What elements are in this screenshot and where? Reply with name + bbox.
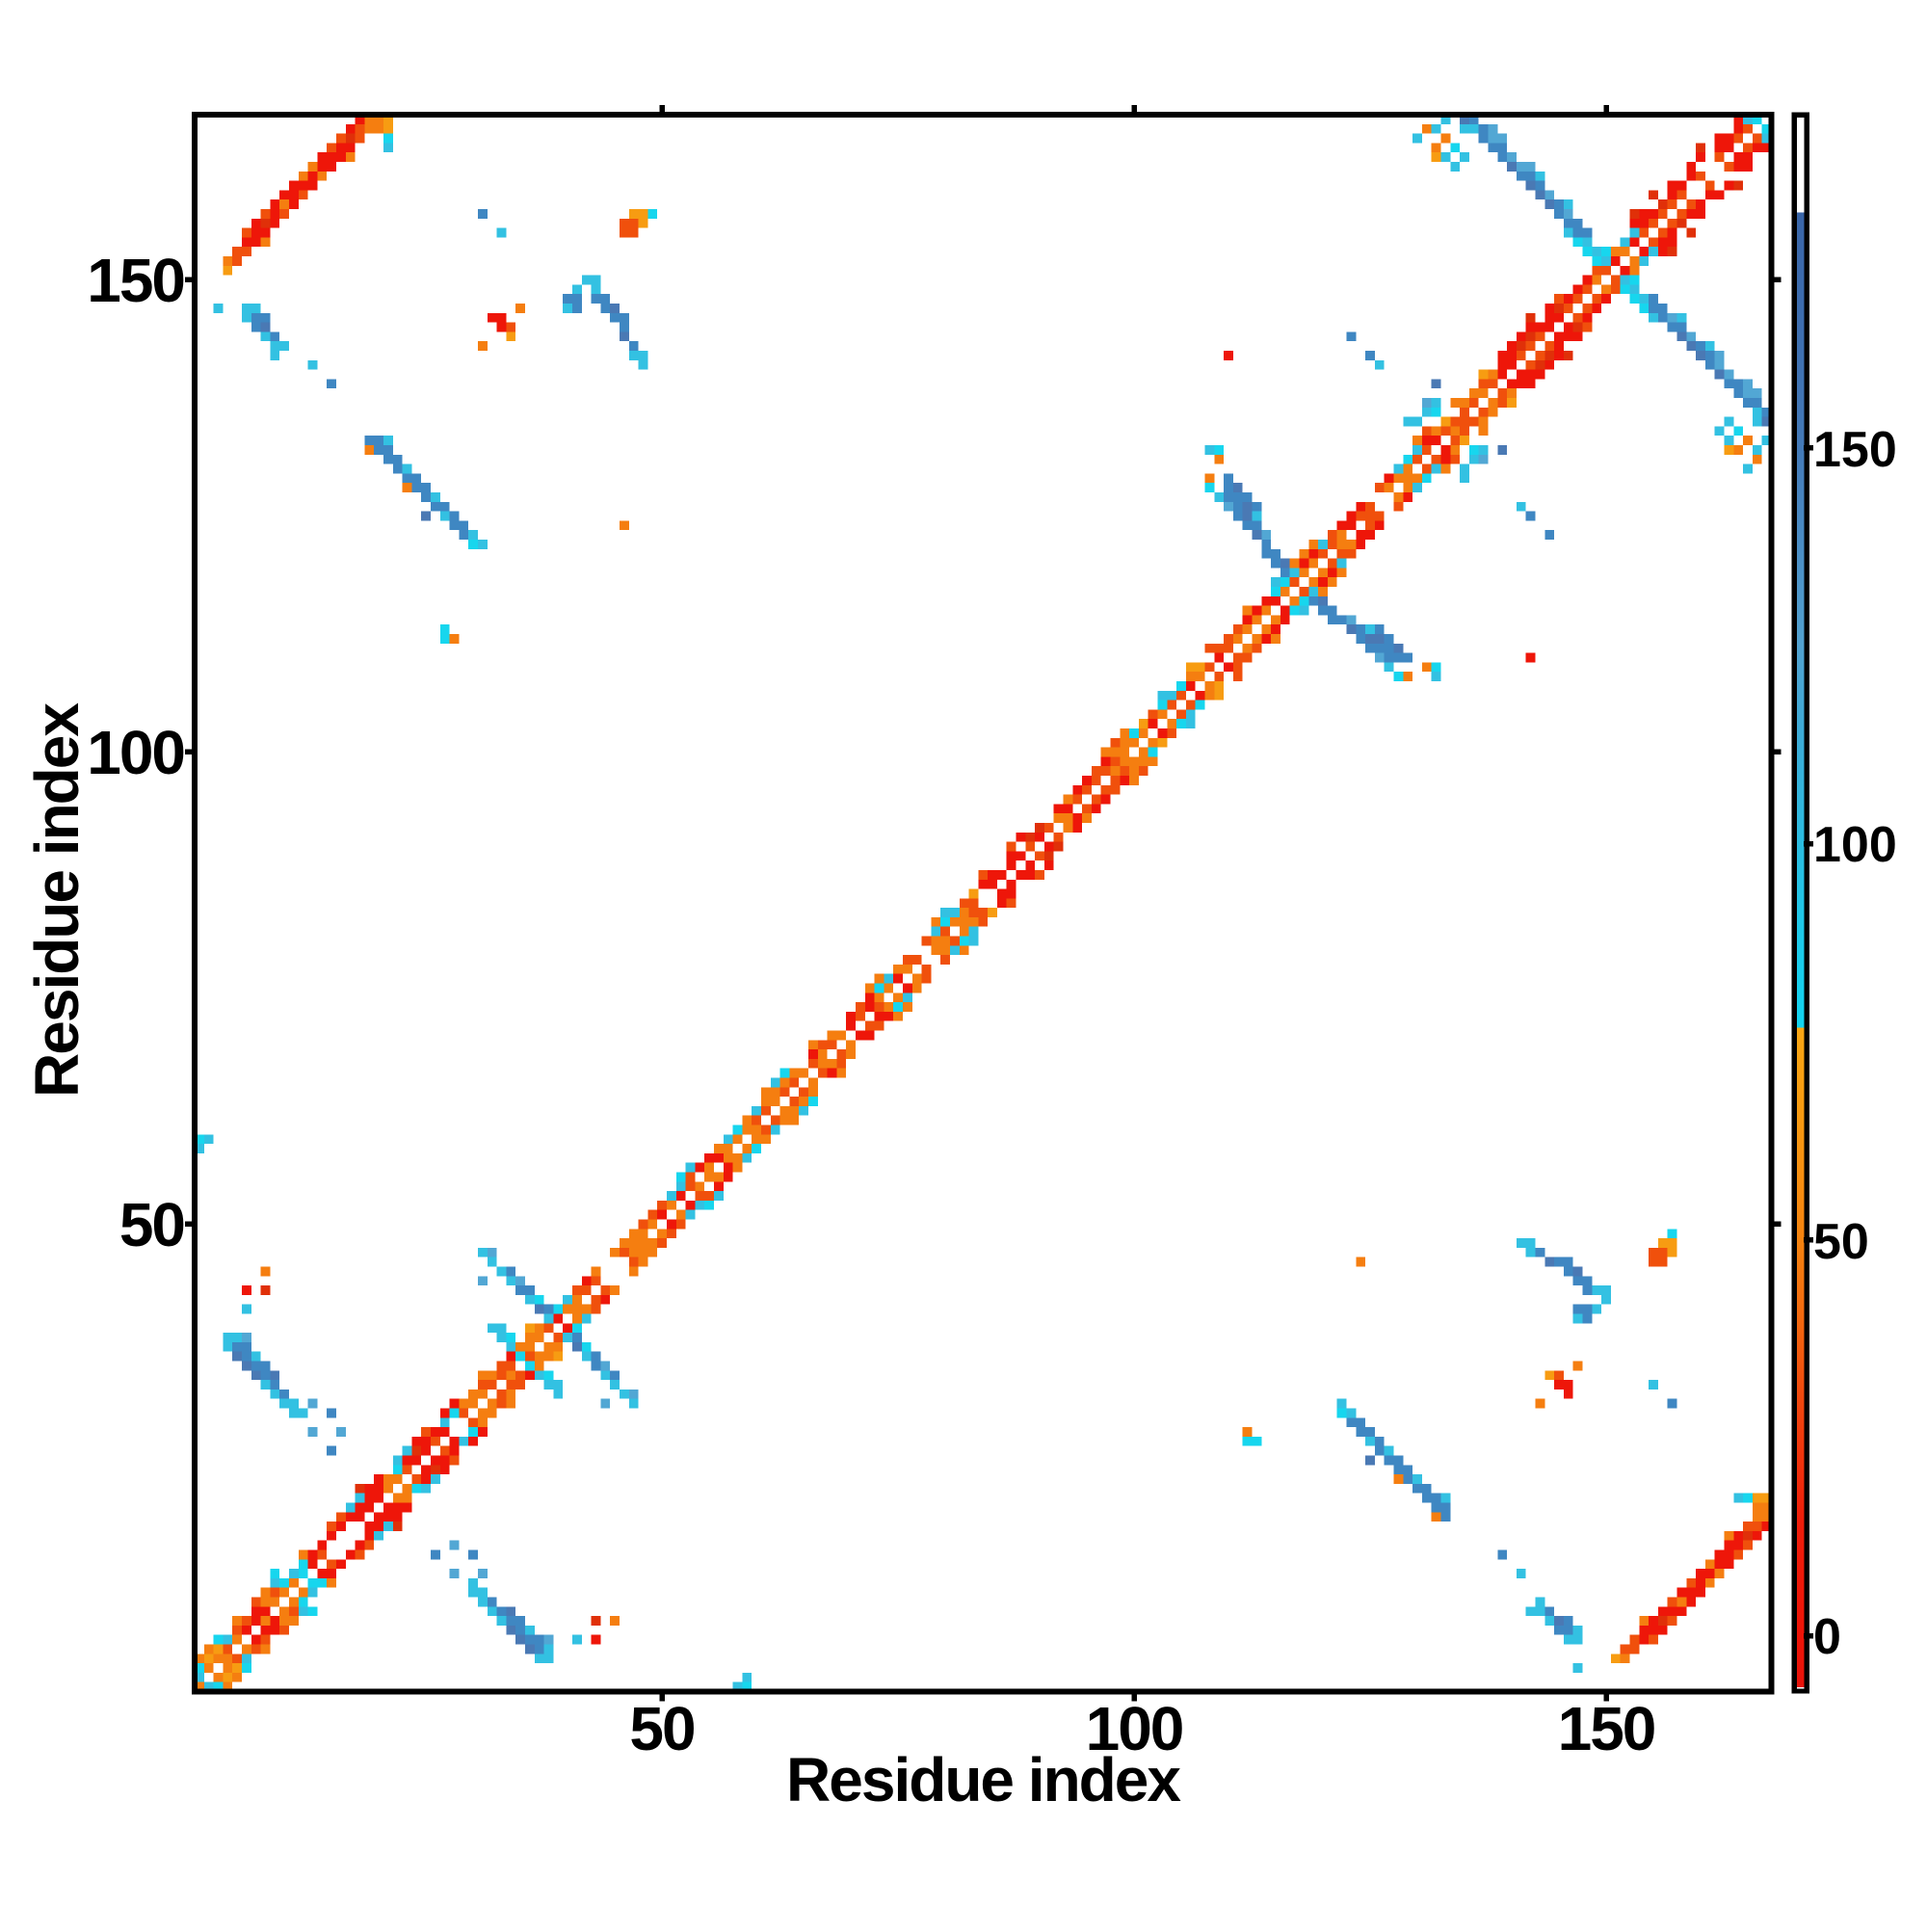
svg-text:100: 100	[1086, 1694, 1183, 1763]
svg-text:150: 150	[1558, 1694, 1655, 1763]
svg-text:100: 100	[1813, 817, 1897, 873]
svg-text:150: 150	[1813, 422, 1897, 478]
svg-text:0: 0	[1813, 1609, 1841, 1665]
svg-text:50: 50	[1813, 1214, 1869, 1270]
svg-text:Residue index: Residue index	[786, 1745, 1181, 1814]
svg-text:100: 100	[87, 718, 184, 787]
svg-text:50: 50	[629, 1694, 694, 1763]
svg-text:Residue index: Residue index	[22, 702, 92, 1098]
svg-text:150: 150	[87, 246, 184, 315]
svg-text:50: 50	[119, 1190, 184, 1259]
